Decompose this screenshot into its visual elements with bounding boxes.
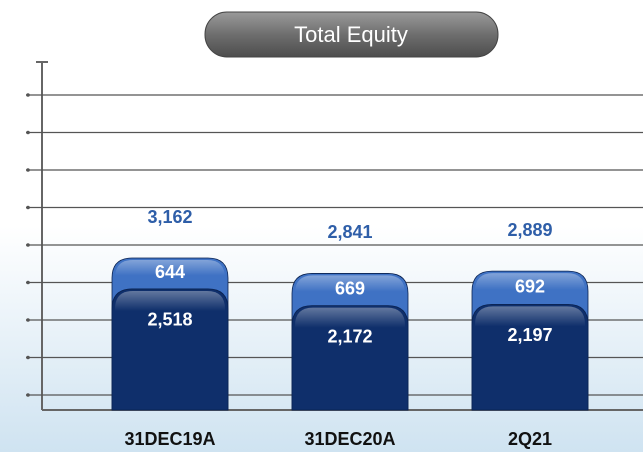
bar-shine bbox=[115, 260, 225, 291]
bar-shine bbox=[475, 306, 585, 347]
bar-shine bbox=[295, 307, 405, 348]
bar-shine bbox=[475, 273, 585, 307]
grid-dot bbox=[26, 355, 30, 360]
bar-shine bbox=[115, 290, 225, 331]
total-label: 2,889 bbox=[507, 220, 552, 240]
total-label: 2,841 bbox=[327, 222, 372, 242]
value-label: 2,518 bbox=[147, 310, 192, 330]
x-tick-label: 31DEC20A bbox=[304, 429, 395, 449]
x-tick-label: 2Q21 bbox=[508, 429, 552, 449]
grid-dot bbox=[26, 393, 30, 397]
x-tick-label: 31DEC19A bbox=[124, 429, 215, 449]
value-label: 2,172 bbox=[327, 326, 372, 346]
grid-dot bbox=[26, 93, 30, 97]
grid-dot bbox=[26, 168, 30, 172]
grid-dot bbox=[26, 280, 30, 285]
title-pill bbox=[204, 11, 499, 58]
bar-shine bbox=[295, 275, 405, 308]
grid-dot bbox=[26, 205, 30, 210]
value-label: 692 bbox=[515, 277, 545, 297]
value-label: 2,197 bbox=[507, 325, 552, 345]
total-label: 3,162 bbox=[147, 207, 192, 227]
grid-dot bbox=[26, 318, 30, 322]
grid-dot bbox=[26, 243, 30, 247]
grid-dot bbox=[26, 130, 30, 135]
value-label: 644 bbox=[155, 262, 185, 282]
chart-title: Total Equity bbox=[294, 22, 408, 47]
value-label: 669 bbox=[335, 278, 365, 298]
